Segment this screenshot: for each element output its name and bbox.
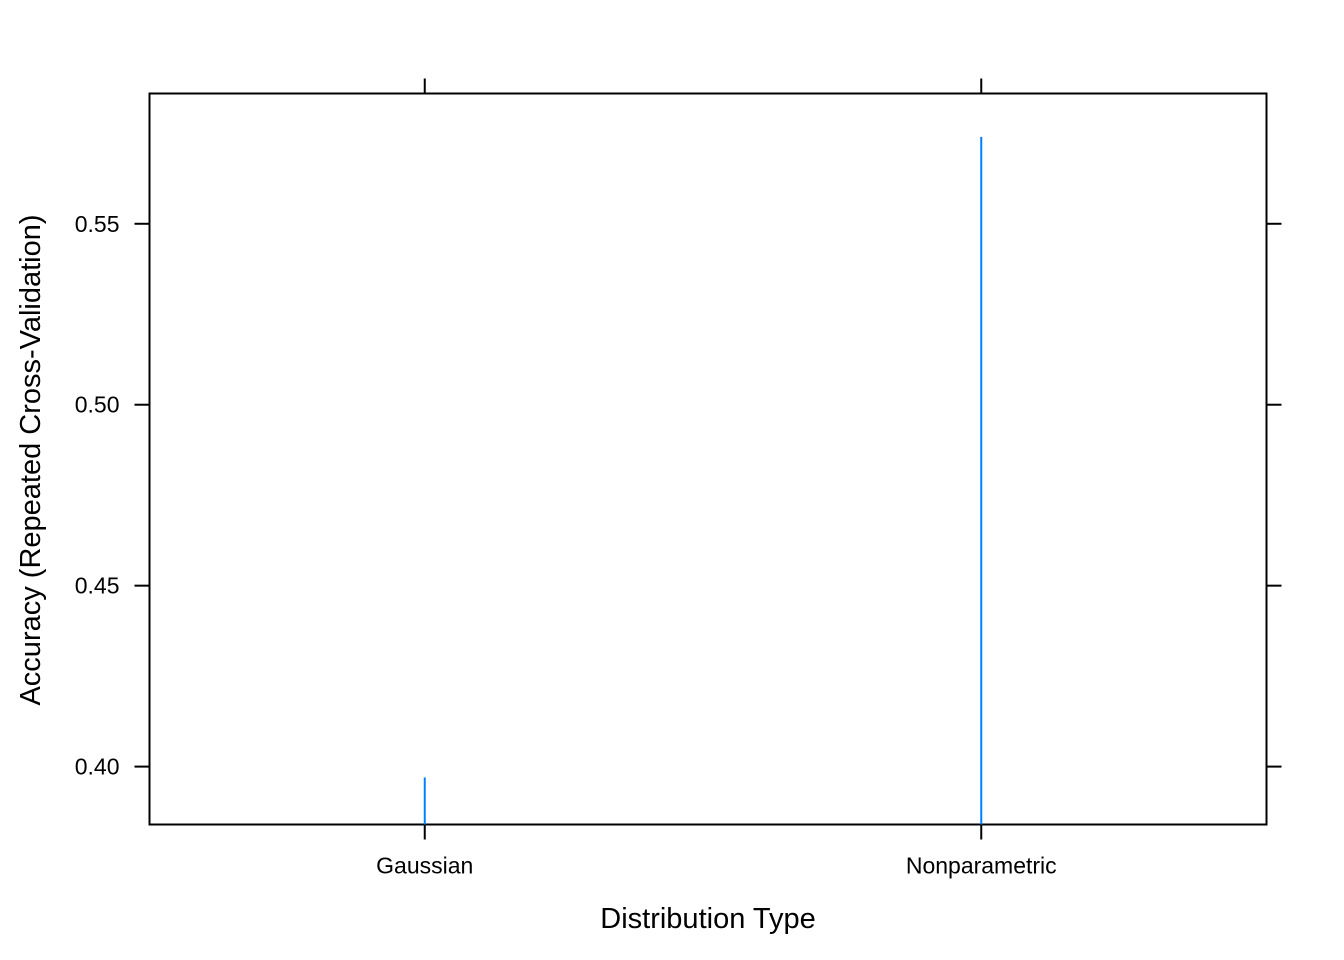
- x-axis-title: Distribution Type: [600, 903, 815, 935]
- x-tick-label: Gaussian: [376, 853, 473, 879]
- y-tick-label: 0.45: [75, 573, 120, 599]
- plot-frame: [148, 92, 1268, 826]
- y-tick-label: 0.55: [75, 211, 120, 237]
- y-tick-label: 0.40: [75, 754, 120, 780]
- x-tick-label: Nonparametric: [906, 853, 1057, 879]
- y-axis-title: Accuracy (Repeated Cross-Validation): [15, 214, 47, 705]
- y-tick-label: 0.50: [75, 392, 120, 418]
